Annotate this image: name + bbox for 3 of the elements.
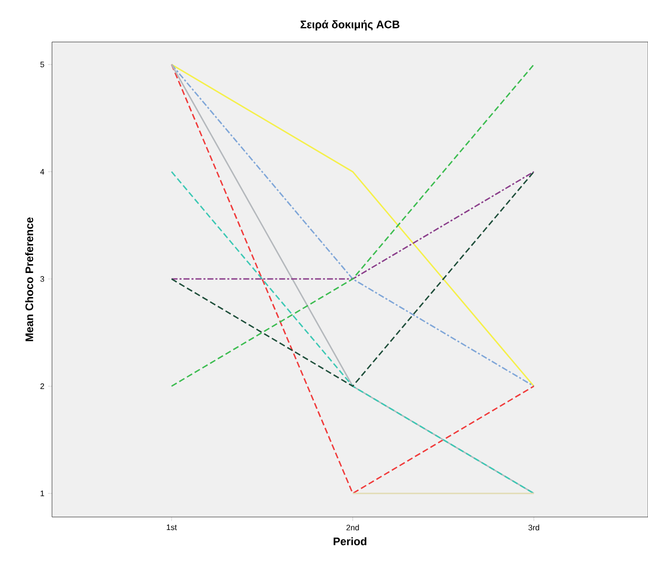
x-axis-title: Period [334,537,366,546]
y-axis-title: Mean Choco Preference [25,217,34,342]
chart-title: Σειρά δοκιμής ACB [300,20,400,30]
